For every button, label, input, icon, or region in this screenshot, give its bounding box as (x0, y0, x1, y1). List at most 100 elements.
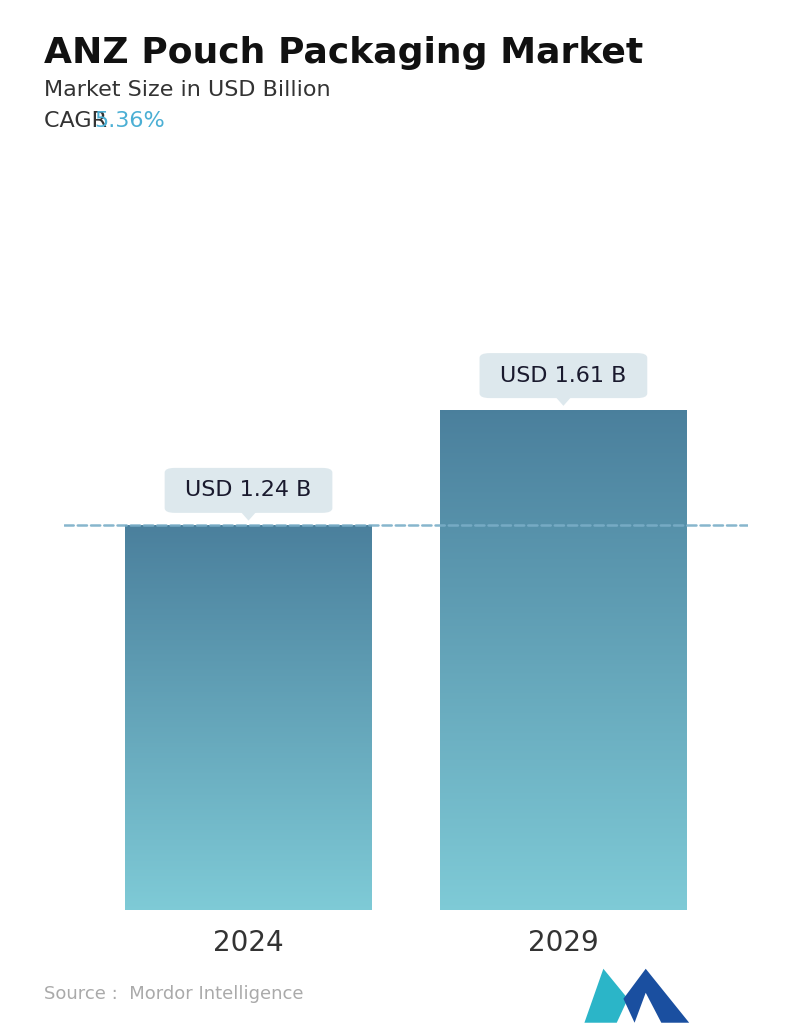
Bar (440, 659, 687, 661)
Bar (440, 457, 687, 458)
Bar (440, 831, 687, 832)
FancyBboxPatch shape (479, 353, 647, 398)
Bar (440, 854, 687, 855)
Bar (440, 640, 687, 641)
Bar (440, 819, 687, 820)
Bar (440, 448, 687, 449)
Bar (440, 584, 687, 585)
Bar (440, 454, 687, 455)
Bar (440, 493, 687, 494)
Bar (440, 682, 687, 683)
Bar (440, 538, 687, 539)
Bar (440, 880, 687, 881)
Bar (440, 742, 687, 743)
Bar (440, 611, 687, 613)
Bar (440, 525, 687, 526)
Bar (440, 783, 687, 784)
Bar (440, 683, 687, 686)
Bar (440, 506, 687, 507)
Bar (440, 686, 687, 687)
Bar (440, 785, 687, 786)
Bar (440, 803, 687, 805)
Bar (440, 796, 687, 797)
Bar (440, 557, 687, 559)
Bar (440, 681, 687, 682)
Bar (440, 844, 687, 845)
Bar (440, 520, 687, 521)
Bar (440, 882, 687, 884)
Bar (440, 669, 687, 670)
Bar (440, 725, 687, 726)
Bar (440, 452, 687, 453)
Bar (440, 574, 687, 575)
Bar (440, 879, 687, 880)
Bar (440, 899, 687, 900)
Bar (440, 786, 687, 788)
Bar (440, 528, 687, 529)
Bar (440, 535, 687, 536)
Bar (440, 701, 687, 703)
Bar (440, 815, 687, 816)
Polygon shape (623, 969, 689, 1023)
Bar (440, 479, 687, 481)
Bar (440, 551, 687, 553)
Bar (440, 656, 687, 657)
Bar (440, 818, 687, 819)
Bar (440, 763, 687, 764)
Bar (440, 559, 687, 560)
Bar (440, 755, 687, 756)
Bar (440, 476, 687, 477)
Bar (440, 549, 687, 550)
Bar (440, 590, 687, 591)
Bar (440, 428, 687, 429)
Bar (440, 826, 687, 827)
Bar (440, 904, 687, 905)
Bar (440, 829, 687, 830)
Bar (440, 896, 687, 898)
Bar (440, 524, 687, 525)
Bar (440, 876, 687, 878)
Bar (440, 639, 687, 640)
Bar (440, 852, 687, 854)
Bar (440, 676, 687, 677)
Bar (440, 902, 687, 903)
Bar (440, 526, 687, 528)
Bar (440, 808, 687, 809)
Bar (440, 801, 687, 802)
Bar (440, 909, 687, 910)
Bar (440, 800, 687, 801)
Bar (440, 481, 687, 482)
Bar (440, 835, 687, 837)
Bar (440, 412, 687, 413)
Bar (440, 881, 687, 882)
Bar (440, 607, 687, 608)
Bar (440, 843, 687, 844)
Bar (440, 419, 687, 421)
Bar (440, 671, 687, 673)
Bar (440, 837, 687, 838)
Bar (440, 626, 687, 627)
Bar (440, 662, 687, 663)
Bar (440, 597, 687, 598)
Bar (440, 508, 687, 509)
Bar (440, 435, 687, 436)
Bar (440, 649, 687, 650)
Bar (440, 746, 687, 747)
Bar (440, 466, 687, 468)
Bar (440, 589, 687, 590)
Bar (440, 832, 687, 833)
Bar (440, 494, 687, 495)
Bar (440, 533, 687, 535)
Bar (440, 692, 687, 693)
Bar (440, 771, 687, 772)
Bar (440, 888, 687, 890)
Bar (440, 562, 687, 565)
Bar (440, 451, 687, 452)
Bar (440, 638, 687, 639)
Bar (440, 622, 687, 624)
Bar (440, 898, 687, 899)
Polygon shape (237, 509, 259, 521)
Bar (440, 858, 687, 860)
Bar (440, 700, 687, 701)
Bar (440, 769, 687, 770)
